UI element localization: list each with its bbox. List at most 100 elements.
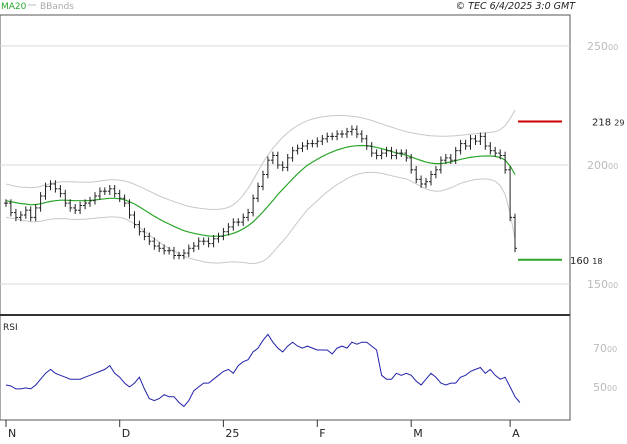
x-tick-label: 25 [225, 427, 239, 440]
price-bar [429, 170, 433, 186]
price-bar [409, 154, 414, 174]
price-bar [147, 232, 152, 245]
price-bars-layer [4, 125, 517, 260]
price-bar [433, 166, 438, 179]
price-bar [68, 199, 73, 212]
price-y-tick-label: 20000 [587, 159, 618, 172]
price-bar [112, 185, 117, 198]
price-bar [127, 199, 132, 219]
price-bar [503, 151, 508, 174]
rsi-panel [0, 314, 571, 421]
price-bar [369, 142, 374, 157]
copyright-label: © TEC 6/4/2025 3:0 GMT [456, 1, 577, 12]
x-tick-label: D [122, 427, 130, 440]
price-bar [473, 135, 478, 145]
price-bar [48, 180, 53, 191]
rsi-label: RSI [3, 323, 18, 333]
price-bar [152, 237, 157, 250]
rsi-layer [5, 333, 521, 408]
x-tick-label: M [413, 427, 423, 440]
price-bar [290, 146, 295, 162]
x-tick-label: F [319, 427, 325, 440]
price-bar [394, 149, 399, 160]
price-bar [142, 227, 147, 241]
price-bar [102, 187, 107, 195]
ma-legend-label: MA20 [1, 2, 27, 12]
price-bar [107, 185, 112, 195]
price-bar [310, 139, 315, 148]
price-bar [221, 227, 226, 241]
price-bar [251, 194, 256, 217]
price-bar [117, 189, 122, 203]
x-tick-label: N [8, 427, 16, 440]
price-bar [236, 218, 241, 226]
price-bar [172, 246, 176, 260]
price-bar [8, 199, 13, 217]
price-bar [493, 146, 498, 157]
price-bar [157, 242, 162, 253]
price-bar [483, 132, 488, 150]
x-axis: N D 25 F M A [5, 420, 520, 440]
price-bar [122, 194, 127, 207]
price-bar [335, 130, 340, 141]
price-bar [265, 156, 270, 179]
price-bar [463, 139, 468, 150]
price-bar [132, 211, 137, 229]
price-bar [330, 132, 335, 141]
price-bar [23, 206, 28, 219]
price-bar [63, 189, 68, 207]
price-bar [97, 187, 102, 200]
rsi-y-tick-label: 5000 [593, 381, 617, 394]
price-bar [201, 237, 206, 245]
price-bar [419, 175, 424, 188]
price-bar [300, 142, 305, 153]
price-bar [478, 132, 483, 145]
price-bar [513, 213, 517, 253]
price-bar [206, 237, 211, 248]
rsi-line [5, 333, 521, 408]
resistance-level-label: 218 29 [592, 118, 624, 129]
price-bar [231, 218, 236, 231]
price-bar [414, 166, 419, 184]
price-bar [88, 196, 92, 207]
price-bar [246, 208, 251, 222]
price-bar [137, 220, 142, 236]
price-bar [177, 251, 181, 260]
price-bar [275, 151, 280, 169]
price-bar [38, 192, 43, 212]
price-bar [181, 249, 186, 260]
price-bar [508, 166, 513, 222]
price-grid: 25000 20000 15000 [0, 40, 618, 291]
rsi-y-tick-label: 7000 [593, 342, 617, 355]
price-bar [43, 182, 48, 200]
price-bar [256, 182, 260, 203]
price-bar [216, 232, 221, 243]
x-tick-label: A [512, 427, 520, 440]
price-bar [261, 170, 265, 191]
price-bar [285, 154, 290, 172]
price-bar [438, 156, 443, 174]
price-bar [305, 139, 310, 150]
price-bar [488, 142, 493, 155]
price-bar [13, 208, 18, 222]
price-bar [468, 135, 473, 150]
price-bar [211, 235, 216, 248]
price-bar [270, 151, 275, 164]
price-bar [73, 204, 78, 214]
price-bar [167, 246, 172, 255]
price-bar [354, 125, 359, 138]
price-y-tick-label: 25000 [587, 40, 618, 53]
price-bar [404, 149, 409, 162]
price-bar [4, 199, 8, 207]
levels-layer: 218 29 160 18 [518, 118, 624, 267]
price-bar [325, 132, 330, 143]
price-bar [241, 213, 246, 226]
price-bar [196, 237, 201, 250]
bbands-lower-line [5, 171, 516, 265]
price-bar [315, 137, 320, 148]
price-bar [443, 154, 448, 164]
price-bar [186, 244, 191, 257]
price-bar [280, 161, 285, 172]
price-bar [340, 130, 344, 138]
